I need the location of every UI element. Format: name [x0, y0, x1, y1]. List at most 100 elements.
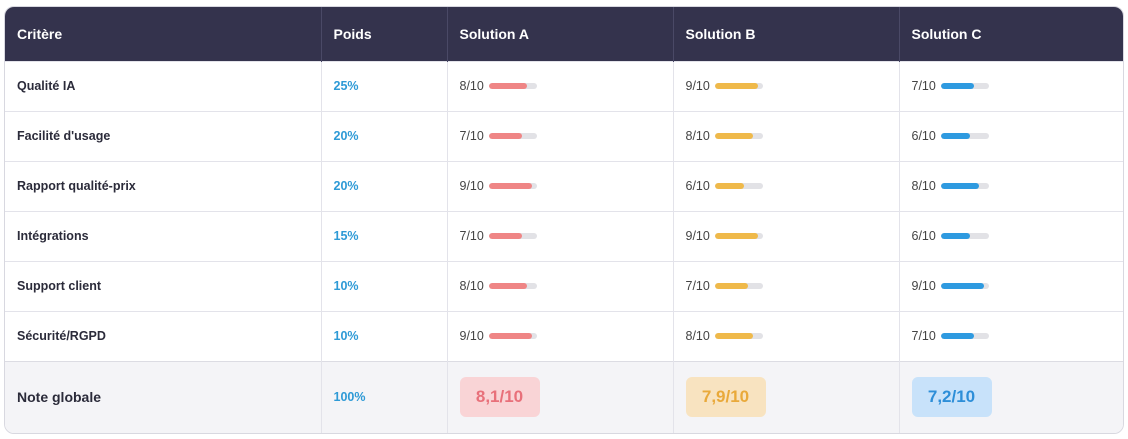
score-label: 6/10: [911, 229, 936, 243]
criterion-cell: Intégrations: [5, 210, 322, 261]
score-cell-solution-b: 8/10: [673, 310, 900, 361]
score-label: 8/10: [459, 79, 484, 93]
score-cell-solution-c: 6/10: [899, 210, 1123, 261]
header-weight: Poids: [321, 7, 448, 61]
score-cell-solution-a: 9/10: [447, 310, 674, 361]
score-cell-solution-c: 9/10: [899, 260, 1124, 311]
criterion-cell: Facilité d'usage: [5, 110, 322, 161]
weight-cell: 20%: [321, 160, 448, 211]
score: 7/10: [460, 129, 673, 143]
table-body: Qualité IA 25% 8/10 9/10 7/10 Facilité d'…: [5, 60, 1124, 433]
total-label: Note globale: [5, 360, 322, 433]
score-bar-fill: [940, 283, 985, 289]
score-label: 8/10: [685, 329, 710, 343]
score: 7/10: [686, 279, 899, 293]
score-cell-solution-c: 7/10: [899, 310, 1124, 361]
score-bar: [488, 333, 537, 339]
score: 7/10: [911, 329, 1124, 343]
total-score-badge: 7,2/10: [911, 377, 992, 418]
criterion-cell: Support client: [5, 260, 322, 311]
score-label: 7/10: [459, 129, 484, 143]
score-bar: [714, 133, 763, 139]
score-bar-fill: [940, 133, 970, 139]
score-bar: [488, 133, 537, 139]
score-bar: [714, 183, 763, 189]
score: 9/10: [460, 329, 673, 343]
criterion-cell: Qualité IA: [5, 60, 322, 111]
header-solution-a: Solution A: [447, 7, 674, 61]
total-score-badge: 7,9/10: [685, 377, 766, 418]
score-bar: [488, 83, 537, 89]
weight-cell: 20%: [321, 110, 448, 161]
total-weight: 100%: [321, 360, 448, 433]
header-criterion: Critère: [5, 7, 322, 61]
score-cell-solution-b: 7/10: [673, 260, 900, 311]
score-cell-solution-b: 6/10: [673, 160, 900, 211]
score-bar: [940, 333, 989, 339]
score-bar: [714, 333, 763, 339]
score-bar: [940, 183, 989, 189]
score-bar: [940, 233, 989, 239]
table-header: Critère Poids Solution A Solution B Solu…: [5, 7, 1123, 61]
total-score-badge: 8,1/10: [459, 377, 540, 418]
score-bar: [488, 183, 537, 189]
score-bar: [488, 283, 537, 289]
score-bar: [488, 233, 537, 239]
comparison-grid: Critère Poids Solution A Solution B Solu…: [5, 7, 1124, 433]
score-bar-fill: [714, 333, 754, 339]
score-label: 7/10: [459, 229, 484, 243]
score-cell-solution-c: 8/10: [899, 160, 1124, 211]
score-label: 9/10: [459, 179, 484, 193]
score: 6/10: [686, 179, 899, 193]
score: 9/10: [686, 229, 899, 243]
score-bar-fill: [488, 83, 528, 89]
score-bar: [714, 233, 763, 239]
score-cell-solution-a: 7/10: [447, 110, 674, 161]
score-bar-fill: [488, 233, 523, 239]
score-bar-fill: [714, 233, 759, 239]
score-bar-fill: [714, 133, 754, 139]
score-label: 9/10: [459, 329, 484, 343]
score: 6/10: [911, 129, 1124, 143]
header-solution-b: Solution B: [673, 7, 900, 61]
weight-cell: 10%: [321, 310, 448, 361]
comparison-table: Critère Poids Solution A Solution B Solu…: [4, 6, 1124, 434]
score-cell-solution-a: 8/10: [447, 260, 674, 311]
score-label: 9/10: [911, 279, 936, 293]
table-row: Rapport qualité-prix 20% 9/10 6/10 8/10: [5, 160, 1124, 211]
score-cell-solution-b: 8/10: [673, 110, 900, 161]
score: 9/10: [686, 79, 899, 93]
header-solution-c: Solution C: [911, 25, 982, 42]
score-cell-solution-a: 8/10: [447, 60, 674, 111]
header-row: Critère Poids Solution A Solution B Solu…: [5, 7, 1123, 61]
score-bar-fill: [714, 83, 759, 89]
score-cell-solution-a: 7/10: [447, 210, 674, 261]
score: 7/10: [460, 229, 673, 243]
score: 9/10: [911, 279, 1124, 293]
score-bar: [714, 283, 763, 289]
score: 9/10: [460, 179, 673, 193]
score-label: 7/10: [911, 79, 936, 93]
score-label: 7/10: [911, 329, 936, 343]
score-label: 7/10: [685, 279, 710, 293]
score-cell-solution-b: 9/10: [673, 60, 900, 111]
table-row: Support client 10% 8/10 7/10 9/10: [5, 260, 1124, 311]
total-row: Note globale 100% 8,1/10 7,9/10 7,2/10: [5, 360, 1123, 433]
weight-cell: 15%: [321, 210, 448, 261]
score-bar-fill: [714, 283, 749, 289]
score-bar-fill: [488, 183, 533, 189]
score-label: 9/10: [685, 79, 710, 93]
score-bar-fill: [940, 333, 975, 339]
criterion-cell: Sécurité/RGPD: [5, 310, 322, 361]
score-bar-fill: [488, 283, 528, 289]
score-label: 8/10: [911, 179, 936, 193]
score-label: 6/10: [685, 179, 710, 193]
score-bar-fill: [940, 83, 975, 89]
score: 8/10: [911, 179, 1124, 193]
score-bar-fill: [488, 133, 523, 139]
table-row: Sécurité/RGPD 10% 9/10 8/10 7/10: [5, 310, 1124, 361]
score-label: 9/10: [685, 229, 710, 243]
score-label: 6/10: [911, 129, 936, 143]
score: 7/10: [911, 79, 1124, 93]
score: 8/10: [460, 279, 673, 293]
